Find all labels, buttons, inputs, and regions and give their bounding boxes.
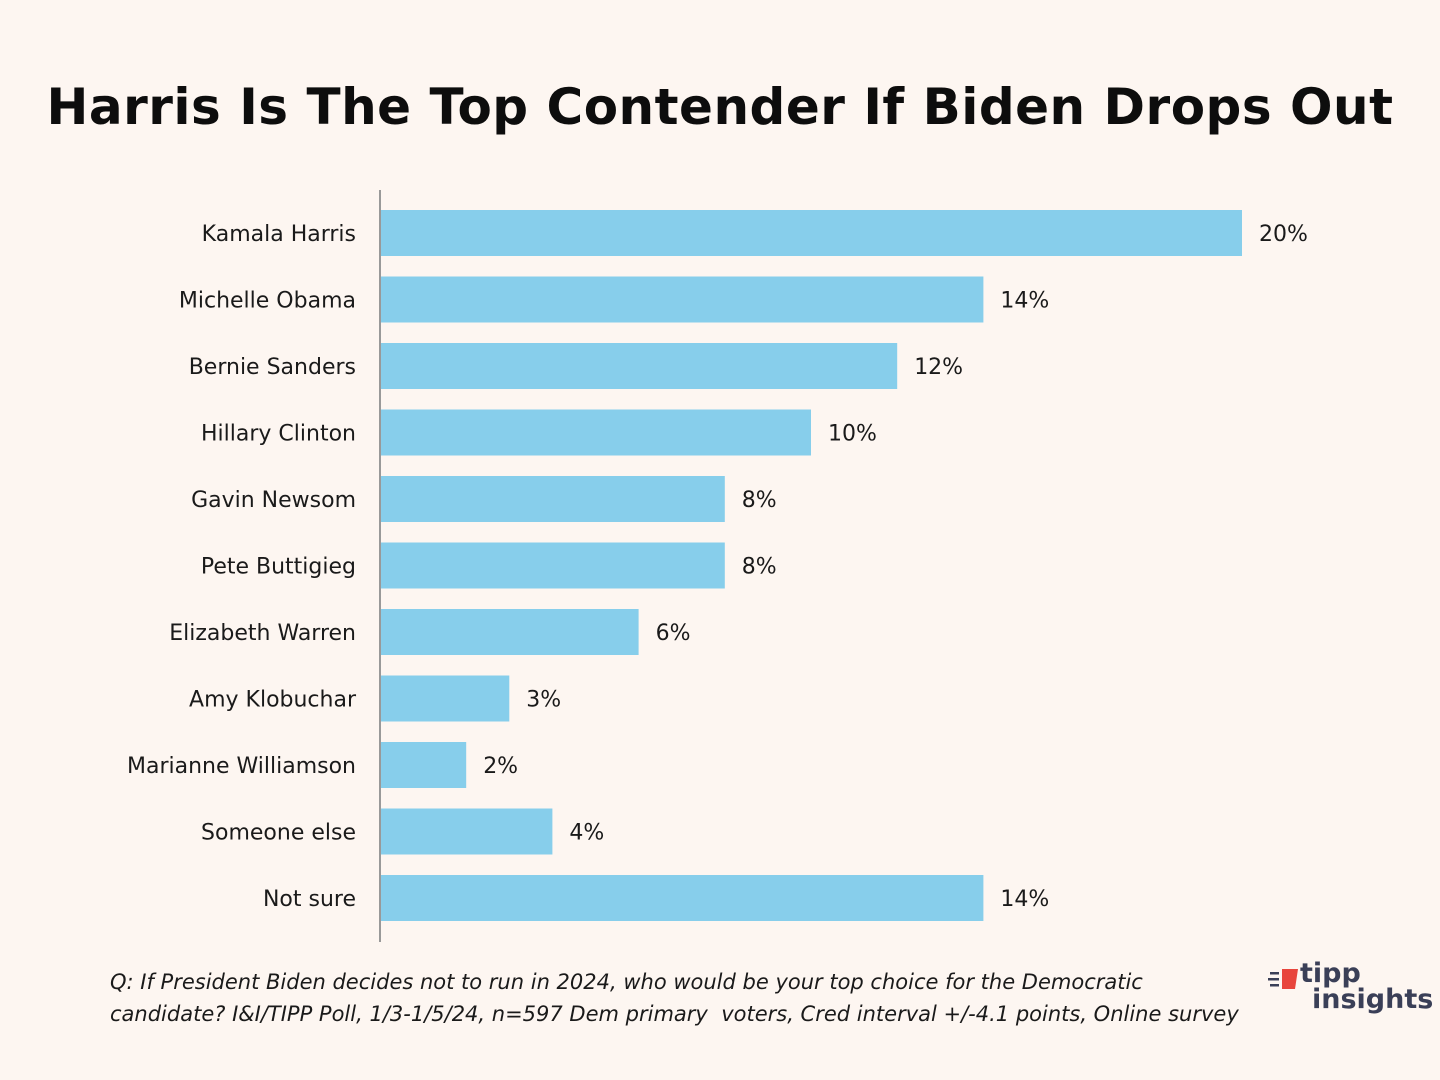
category-label-michelle-obama: Michelle Obama: [179, 289, 356, 314]
value-label-elizabeth-warren: 6%: [656, 621, 691, 646]
bar-chart: Kamala Harris 20% Michelle Obama 14% Bernie …: [127, 190, 1308, 942]
category-label-bernie-sanders: Bernie Sanders: [189, 355, 356, 380]
footnote-line-1: Q: If President Biden decides not to run…: [110, 970, 1143, 994]
value-label-pete-buttigieg: 8%: [742, 555, 777, 580]
bar-bernie-sanders: [380, 343, 898, 389]
bar-kamala-harris: [380, 210, 1242, 256]
category-label-marianne-williamson: Marianne Williamson: [127, 754, 356, 779]
footnote-line-2: candidate? I&I/TIPP Poll, 1/3-1/5/24, n=…: [110, 1002, 1239, 1026]
logo-word-insights: insights: [1312, 984, 1434, 1015]
category-label-elizabeth-warren: Elizabeth Warren: [169, 621, 356, 646]
bar-not-sure: [380, 875, 984, 921]
bars-group: Kamala Harris 20% Michelle Obama 14% Bernie …: [127, 210, 1308, 921]
value-label-not-sure: 14%: [1000, 887, 1049, 912]
category-label-someone-else: Someone else: [201, 821, 356, 846]
category-label-pete-buttigieg: Pete Buttigieg: [201, 555, 356, 580]
category-label-amy-klobuchar: Amy Klobuchar: [189, 688, 357, 713]
value-label-michelle-obama: 14%: [1000, 289, 1049, 314]
category-label-gavin-newsom: Gavin Newsom: [191, 488, 356, 513]
bar-marianne-williamson: [380, 742, 467, 788]
chart-title: Harris Is The Top Contender If Biden Dro…: [46, 78, 1394, 136]
footnote: Q: If President Biden decides not to run…: [110, 966, 1250, 1030]
value-label-amy-klobuchar: 3%: [526, 688, 561, 713]
bar-someone-else: [380, 808, 553, 855]
logo-speed-mark-icon: [1268, 969, 1298, 989]
bar-amy-klobuchar: [380, 675, 510, 722]
value-label-hillary-clinton: 10%: [828, 422, 877, 447]
bar-elizabeth-warren: [380, 609, 639, 655]
tipp-insights-logo: tipp insights: [1268, 958, 1433, 1022]
value-label-marianne-williamson: 2%: [483, 754, 518, 779]
bar-michelle-obama: [380, 276, 984, 323]
bar-pete-buttigieg: [380, 542, 725, 589]
value-label-gavin-newsom: 8%: [742, 488, 777, 513]
category-label-not-sure: Not sure: [263, 887, 356, 912]
value-label-bernie-sanders: 12%: [914, 355, 963, 380]
value-label-kamala-harris: 20%: [1259, 222, 1308, 247]
bar-gavin-newsom: [380, 476, 725, 522]
category-label-hillary-clinton: Hillary Clinton: [201, 422, 356, 447]
logo-word-tipp: tipp: [1300, 958, 1361, 989]
bar-hillary-clinton: [380, 409, 811, 456]
category-label-kamala-harris: Kamala Harris: [202, 222, 356, 247]
value-label-someone-else: 4%: [569, 821, 604, 846]
